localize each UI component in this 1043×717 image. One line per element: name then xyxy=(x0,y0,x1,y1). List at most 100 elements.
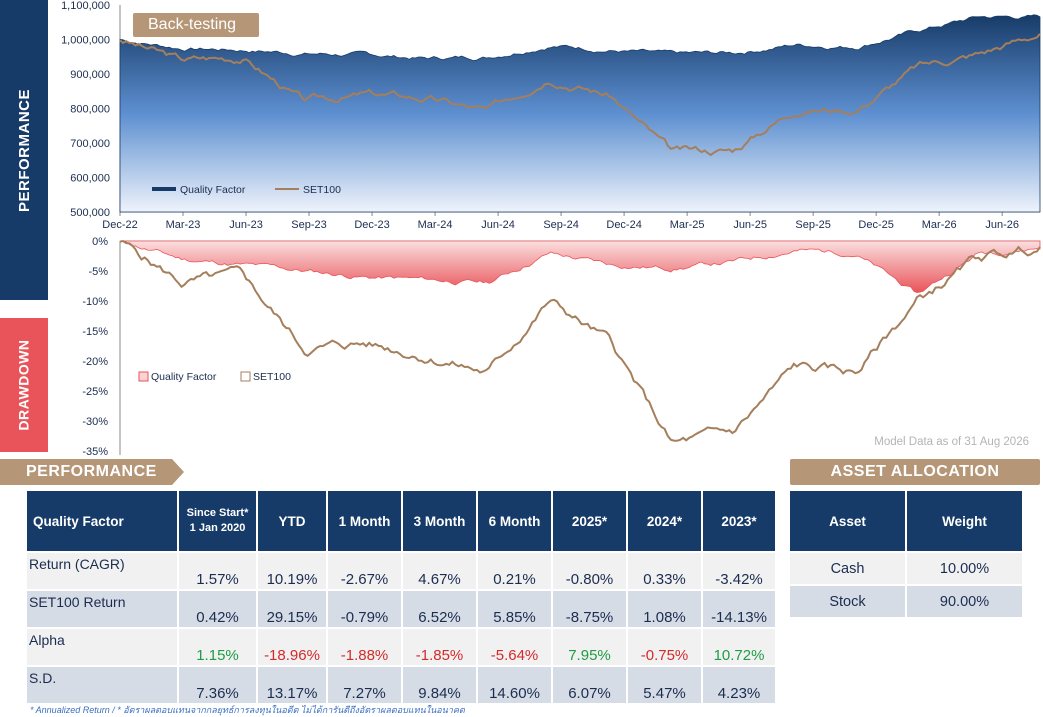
footnote: * Annualized Return / * อัตราผลตอบแทนจาก… xyxy=(30,705,465,715)
col-header-6-month: 6 Month xyxy=(478,491,551,551)
y-tick-label: -30% xyxy=(82,416,108,428)
row-label: Alpha xyxy=(27,629,177,665)
backtest-badge: Back-testing xyxy=(133,13,259,37)
table-cell: 13.17% xyxy=(258,667,326,703)
col-header-weight: Weight xyxy=(907,491,1022,551)
table-cell: -1.85% xyxy=(403,629,476,665)
x-tick-label: Dec-23 xyxy=(354,219,389,231)
series-quality-factor-area xyxy=(119,14,1041,213)
col-header-2024: 2024* xyxy=(628,491,701,551)
table-cell: 7.95% xyxy=(553,629,626,665)
table-cell: 14.60% xyxy=(478,667,551,703)
x-tick-label: Jun-25 xyxy=(733,219,767,231)
charts-svg: 500,000 600,000 700,000 800,000 900,000 1,000… xyxy=(61,0,1041,458)
drawdown-chart: 0% -5% -10% -15% -20% -25% -30% -35% Quality Fac… xyxy=(82,236,1041,458)
table-cell: -14.13% xyxy=(703,591,775,627)
asset-name: Stock xyxy=(790,586,905,617)
col-header-2025: 2025* xyxy=(553,491,626,551)
allocation-row-cash: Cash 10.00% xyxy=(790,553,1022,584)
x-tick-label: Jun-24 xyxy=(481,219,515,231)
performance-table: Quality Factor Since Start* 1 Jan 2020 Y… xyxy=(25,489,777,705)
table-cell: 4.67% xyxy=(403,553,476,589)
table-cell: 1.15% xyxy=(179,629,256,665)
series-quality-factor-drawdown-area xyxy=(120,240,1041,294)
drawdown-side-tab: DRAWDOWN xyxy=(0,318,48,452)
table-cell: 0.33% xyxy=(628,553,701,589)
table-cell: -0.80% xyxy=(553,553,626,589)
performance-table-header-row: Quality Factor Since Start* 1 Jan 2020 Y… xyxy=(27,491,775,551)
legend-swatch-quality-factor xyxy=(152,187,176,191)
y-tick-label: -35% xyxy=(82,446,108,458)
x-tick-label: Mar-25 xyxy=(670,219,705,231)
table-cell: -3.42% xyxy=(703,553,775,589)
x-tick-label: Jun-26 xyxy=(985,219,1019,231)
legend-label-quality-factor: Quality Factor xyxy=(151,371,217,383)
x-tick-label: Mar-26 xyxy=(922,219,957,231)
table-cell: -2.67% xyxy=(328,553,401,589)
x-tick-label: Mar-24 xyxy=(418,219,453,231)
table-cell: -1.88% xyxy=(328,629,401,665)
asset-allocation-header: ASSET ALLOCATION xyxy=(790,459,1040,485)
table-cell: 0.42% xyxy=(179,591,256,627)
asset-allocation-table: Asset Weight Cash 10.00% Stock 90.00% xyxy=(788,489,1024,619)
col-header-fund: Quality Factor xyxy=(27,491,177,551)
col-header-asset: Asset xyxy=(790,491,905,551)
x-tick-label: Dec-25 xyxy=(858,219,893,231)
allocation-row-stock: Stock 90.00% xyxy=(790,586,1022,617)
legend-label-set100: SET100 xyxy=(253,371,291,383)
x-tick-label: Jun-23 xyxy=(229,219,263,231)
table-cell: 7.36% xyxy=(179,667,256,703)
table-cell: -18.96% xyxy=(258,629,326,665)
table-row: Return (CAGR) 1.57% 10.19% -2.67% 4.67% 0.21%… xyxy=(27,553,775,589)
table-cell: -5.64% xyxy=(478,629,551,665)
x-tick-label: Sep-25 xyxy=(795,219,830,231)
y-tick-label: 500,000 xyxy=(70,207,110,219)
series-set100-line xyxy=(119,33,1041,157)
x-tick-label: Mar-23 xyxy=(166,219,201,231)
row-label: Return (CAGR) xyxy=(27,553,177,589)
table-cell: 4.23% xyxy=(703,667,775,703)
y-tick-label: -25% xyxy=(82,386,108,398)
x-tick-label: Sep-23 xyxy=(291,219,326,231)
y-tick-label: 1,100,000 xyxy=(61,0,110,12)
asset-weight: 10.00% xyxy=(907,553,1022,584)
y-tick-label: 800,000 xyxy=(70,104,110,116)
table-cell: 9.84% xyxy=(403,667,476,703)
table-cell: 6.07% xyxy=(553,667,626,703)
y-tick-label: 900,000 xyxy=(70,69,110,81)
table-row: Alpha 1.15% -18.96% -1.88% -1.85% -5.64% 7.95%… xyxy=(27,629,775,665)
asset-name: Cash xyxy=(790,553,905,584)
table-cell: 1.08% xyxy=(628,591,701,627)
y-tick-label: -5% xyxy=(88,266,108,278)
since-start-label: Since Start* xyxy=(186,507,249,519)
col-header-since-start: Since Start* 1 Jan 2020 xyxy=(179,491,256,551)
legend-swatch-set100 xyxy=(240,371,251,382)
allocation-header-row: Asset Weight xyxy=(790,491,1022,551)
table-cell: 5.47% xyxy=(628,667,701,703)
table-row: SET100 Return 0.42% 29.15% -0.79% 6.52% 5.85%… xyxy=(27,591,775,627)
table-cell: 6.52% xyxy=(403,591,476,627)
legend-swatch-quality-factor xyxy=(138,371,149,382)
y-tick-label: 1,000,000 xyxy=(61,35,110,47)
table-cell: 1.57% xyxy=(179,553,256,589)
row-label: S.D. xyxy=(27,667,177,703)
table-cell: -8.75% xyxy=(553,591,626,627)
x-tick-label: Sep-24 xyxy=(543,219,578,231)
col-header-2023: 2023* xyxy=(703,491,775,551)
table-cell: -0.75% xyxy=(628,629,701,665)
performance-header: PERFORMANCE xyxy=(0,459,184,485)
performance-side-tab: PERFORMANCE xyxy=(0,0,48,300)
model-data-note: Model Data as of 31 Aug 2026 xyxy=(874,436,1029,448)
table-row: S.D. 7.36% 13.17% 7.27% 9.84% 14.60% 6.07% 5.47… xyxy=(27,667,775,703)
table-cell: 0.21% xyxy=(478,553,551,589)
y-tick-label: 700,000 xyxy=(70,138,110,150)
col-header-ytd: YTD xyxy=(258,491,326,551)
legend-label-set100: SET100 xyxy=(303,184,341,196)
y-tick-label: -15% xyxy=(82,326,108,338)
y-tick-label: -10% xyxy=(82,296,108,308)
x-tick-label: Dec-22 xyxy=(102,219,137,231)
row-label: SET100 Return xyxy=(27,591,177,627)
y-tick-label: -20% xyxy=(82,356,108,368)
table-cell: 29.15% xyxy=(258,591,326,627)
table-cell: 5.85% xyxy=(478,591,551,627)
